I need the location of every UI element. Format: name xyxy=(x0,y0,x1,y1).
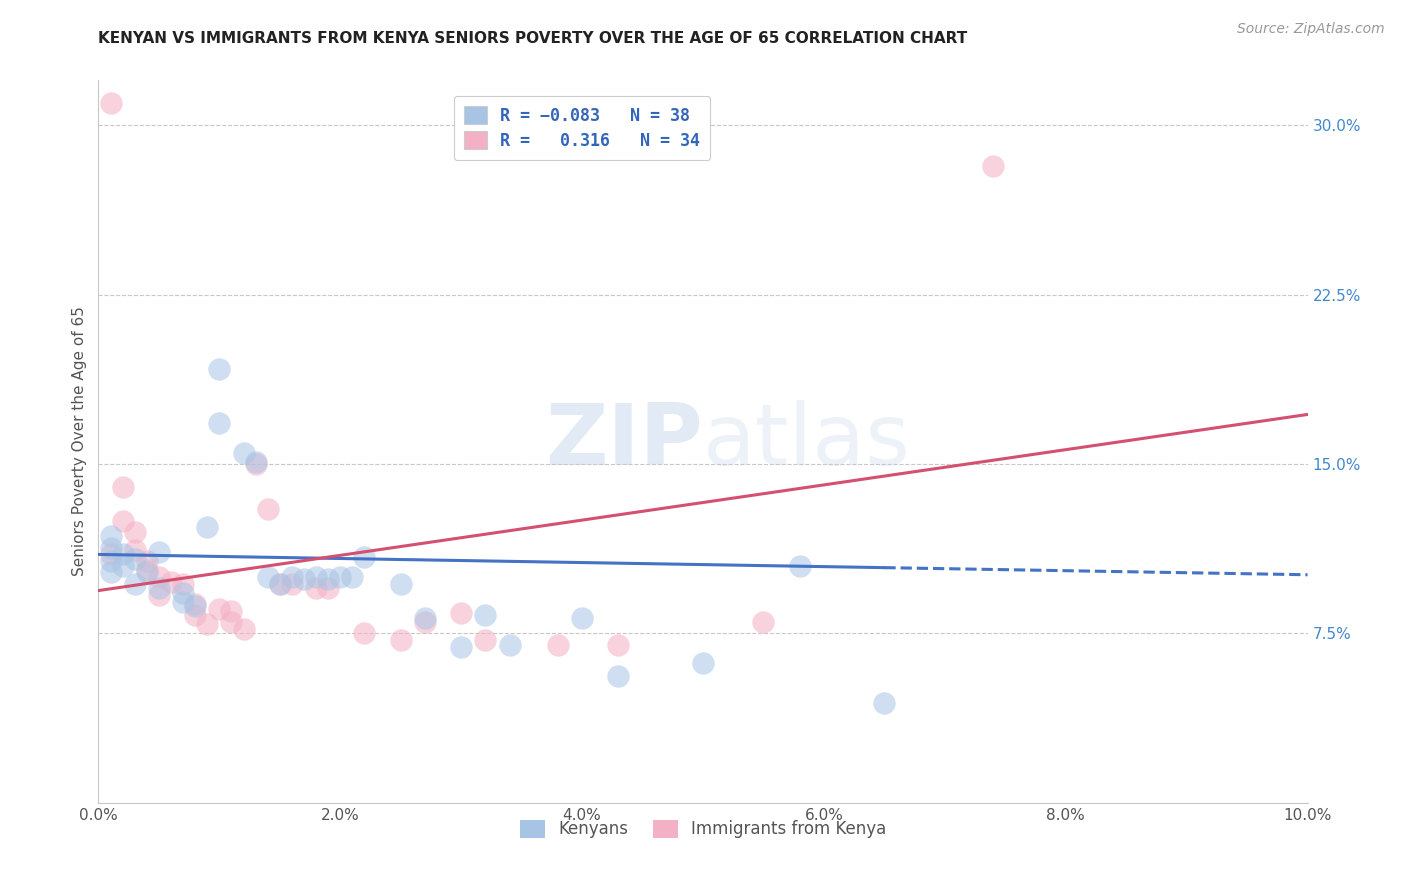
Text: KENYAN VS IMMIGRANTS FROM KENYA SENIORS POVERTY OVER THE AGE OF 65 CORRELATION C: KENYAN VS IMMIGRANTS FROM KENYA SENIORS … xyxy=(98,31,967,46)
Point xyxy=(184,599,207,614)
Point xyxy=(256,502,278,516)
Point xyxy=(281,576,304,591)
Point xyxy=(256,570,278,584)
Point xyxy=(389,633,412,648)
Point xyxy=(111,480,134,494)
Text: atlas: atlas xyxy=(703,400,911,483)
Y-axis label: Seniors Poverty Over the Age of 65: Seniors Poverty Over the Age of 65 xyxy=(72,307,87,576)
Point xyxy=(100,541,122,555)
Point xyxy=(111,558,134,573)
Point xyxy=(498,638,520,652)
Point xyxy=(413,610,436,624)
Point xyxy=(124,524,146,539)
Point xyxy=(148,582,170,596)
Point xyxy=(981,159,1004,173)
Point xyxy=(353,626,375,640)
Point xyxy=(353,549,375,564)
Point xyxy=(148,545,170,559)
Point xyxy=(208,362,231,376)
Point xyxy=(100,529,122,543)
Point xyxy=(135,563,157,577)
Point xyxy=(135,554,157,568)
Point xyxy=(100,548,122,562)
Point xyxy=(148,570,170,584)
Point xyxy=(184,597,207,611)
Point xyxy=(607,669,630,683)
Point xyxy=(208,601,231,615)
Point xyxy=(342,570,364,584)
Text: Source: ZipAtlas.com: Source: ZipAtlas.com xyxy=(1237,22,1385,37)
Point xyxy=(305,582,328,596)
Point xyxy=(607,638,630,652)
Point xyxy=(232,446,254,460)
Point xyxy=(100,95,122,110)
Point xyxy=(316,572,339,586)
Point xyxy=(474,633,496,648)
Point xyxy=(160,574,183,589)
Point xyxy=(221,604,243,618)
Legend: Kenyans, Immigrants from Kenya: Kenyans, Immigrants from Kenya xyxy=(513,813,893,845)
Point xyxy=(329,570,352,584)
Point xyxy=(195,520,218,534)
Point xyxy=(124,542,146,557)
Point xyxy=(111,514,134,528)
Point xyxy=(184,608,207,623)
Point xyxy=(245,457,267,471)
Point xyxy=(172,595,194,609)
Point xyxy=(450,640,472,654)
Point xyxy=(111,548,134,562)
Point xyxy=(172,586,194,600)
Point xyxy=(413,615,436,630)
Point xyxy=(389,576,412,591)
Point xyxy=(208,417,231,431)
Point xyxy=(100,566,122,580)
Point xyxy=(281,570,304,584)
Point xyxy=(292,572,315,586)
Point xyxy=(195,617,218,632)
Point xyxy=(232,622,254,636)
Point xyxy=(221,615,243,630)
Point xyxy=(547,638,569,652)
Point xyxy=(474,608,496,623)
Point xyxy=(172,576,194,591)
Point xyxy=(305,570,328,584)
Point xyxy=(873,697,896,711)
Point xyxy=(124,576,146,591)
Point xyxy=(316,582,339,596)
Point xyxy=(124,552,146,566)
Point xyxy=(148,588,170,602)
Point xyxy=(571,610,593,624)
Point xyxy=(269,576,291,591)
Point xyxy=(692,656,714,670)
Point xyxy=(450,606,472,620)
Point xyxy=(789,558,811,573)
Point xyxy=(135,566,157,580)
Point xyxy=(752,615,775,630)
Point xyxy=(100,554,122,568)
Text: ZIP: ZIP xyxy=(546,400,703,483)
Point xyxy=(245,455,267,469)
Point xyxy=(269,576,291,591)
